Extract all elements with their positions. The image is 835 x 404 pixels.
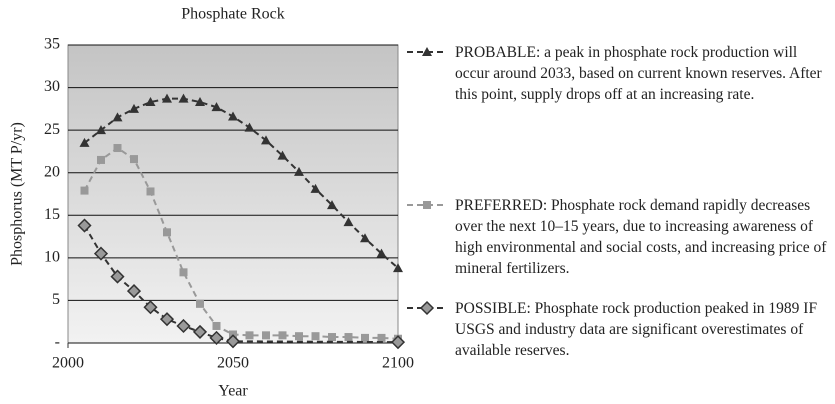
marker <box>112 112 123 122</box>
marker <box>162 93 172 103</box>
marker <box>419 300 435 316</box>
chart-title: Phosphate Rock <box>181 6 285 23</box>
marker <box>423 201 431 209</box>
marker <box>360 233 370 243</box>
marker <box>79 137 90 147</box>
marker <box>192 324 208 339</box>
marker <box>361 333 369 342</box>
marker <box>225 334 241 349</box>
marker <box>93 246 109 261</box>
marker <box>344 333 353 342</box>
marker <box>77 218 92 233</box>
marker <box>110 269 125 284</box>
marker <box>295 332 303 341</box>
marker <box>422 47 432 56</box>
marker <box>277 150 288 160</box>
y-tick-label: 20 <box>44 163 60 180</box>
marker <box>176 318 191 334</box>
marker <box>261 135 271 145</box>
y-tick-label: 30 <box>44 78 60 95</box>
marker <box>163 228 171 237</box>
marker <box>196 299 204 308</box>
marker <box>262 331 270 340</box>
marker <box>393 263 403 273</box>
legend-entry: PROBABLE: a peak in phosphate rock produ… <box>455 44 822 103</box>
marker <box>195 97 205 107</box>
marker <box>310 183 321 193</box>
marker <box>143 300 158 315</box>
marker <box>343 217 354 227</box>
marker <box>390 335 406 350</box>
y-tick-label: 5 <box>52 291 60 308</box>
marker <box>126 284 142 299</box>
y-tick-label: 35 <box>44 36 60 53</box>
x-tick-label: 2050 <box>217 355 249 372</box>
series-line <box>83 97 399 269</box>
marker <box>278 331 287 340</box>
y-tick-label: 25 <box>44 121 60 138</box>
plot-area <box>67 44 399 344</box>
marker <box>178 93 189 103</box>
marker <box>327 200 337 210</box>
marker <box>211 102 222 112</box>
y-tick-label: 15 <box>44 206 60 223</box>
marker <box>244 122 255 132</box>
x-axis-label: Year <box>218 383 248 400</box>
marker <box>228 111 238 121</box>
marker <box>212 321 221 330</box>
marker <box>179 268 188 277</box>
marker <box>113 144 122 153</box>
marker <box>294 166 304 176</box>
marker <box>245 331 254 340</box>
x-tick-label: 2000 <box>52 355 84 372</box>
y-tick-label: 10 <box>44 249 60 266</box>
marker <box>328 333 336 342</box>
marker <box>376 248 387 258</box>
y-tick-label: - <box>55 334 60 351</box>
marker <box>96 125 106 135</box>
marker <box>129 103 139 113</box>
marker <box>130 155 138 164</box>
marker <box>209 330 224 345</box>
y-axis-label: Phosphorus (MT P/yr) <box>9 122 26 266</box>
marker <box>377 333 386 342</box>
marker <box>311 332 320 341</box>
marker <box>159 312 175 327</box>
marker <box>80 186 89 195</box>
marker <box>97 155 105 164</box>
x-tick-label: 2100 <box>382 355 414 372</box>
legend-entry: PREFERRED: Phosphate rock demand rapidly… <box>455 197 827 277</box>
marker <box>146 187 155 196</box>
marker <box>145 97 156 107</box>
legend-entry: POSSIBLE: Phosphate rock production peak… <box>455 300 818 359</box>
